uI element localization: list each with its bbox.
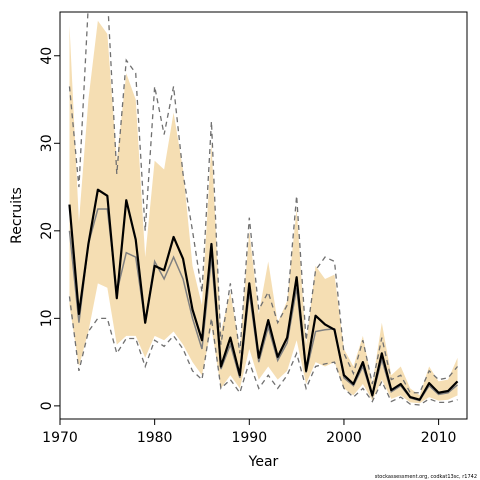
x-tick-label: 1980 (137, 430, 173, 446)
plot-area (68, 12, 459, 406)
y-axis: 0 10 20 30 40 (39, 47, 60, 410)
y-tick-label: 40 (39, 47, 55, 65)
x-tick-label: 1990 (231, 430, 267, 446)
credit-text: stockassessment.org, codkat13sc, r1742 (375, 474, 477, 480)
x-axis: 1970 1980 1990 2000 2010 (42, 419, 456, 446)
series-line-secondary (68, 208, 459, 402)
lower-bound-line (68, 296, 458, 406)
y-tick-label: 0 (39, 401, 55, 410)
plot-frame (59, 11, 468, 420)
y-axis-title: Recruits (9, 187, 25, 244)
y-tick-label: 20 (39, 222, 55, 240)
upper-bound-line (68, 12, 459, 394)
x-axis-title: Year (248, 454, 279, 470)
series-line-estimate (68, 188, 459, 401)
confidence-band (69, 20, 458, 404)
y-tick-label: 30 (39, 134, 55, 152)
y-tick-label: 10 (39, 309, 55, 327)
x-tick-label: 1970 (42, 430, 78, 446)
x-tick-label: 2010 (421, 430, 457, 446)
x-tick-label: 2000 (326, 430, 362, 446)
